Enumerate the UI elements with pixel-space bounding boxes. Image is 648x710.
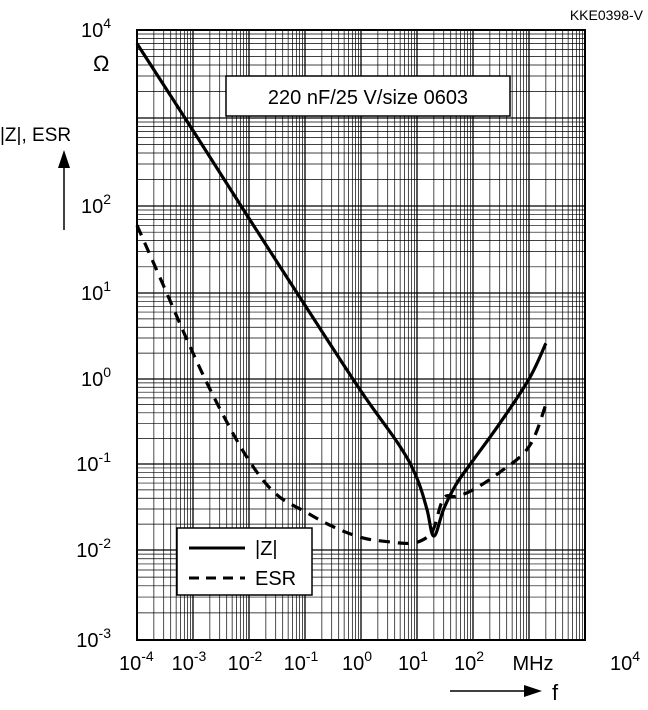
annotation-box xyxy=(225,75,511,117)
y-tick-label: 102 xyxy=(81,191,111,218)
x-tick-label: MHz xyxy=(512,653,553,675)
series-line-z xyxy=(135,42,548,538)
chart-code: KKE0398-V xyxy=(570,7,644,23)
x-tick-label: 10-4 xyxy=(119,648,154,675)
y-tick-label: 104 xyxy=(81,15,111,42)
legend: |Z| ESR xyxy=(176,527,313,596)
legend-box xyxy=(176,527,313,596)
legend-label-esr: ESR xyxy=(255,568,296,590)
x-axis-symbol: f xyxy=(552,680,559,705)
x-tick-label: 100 xyxy=(342,648,372,675)
series-layer xyxy=(135,42,548,546)
series-line-esr xyxy=(135,224,548,546)
x-tick-label: 101 xyxy=(398,648,428,675)
x-tick-label: 104 xyxy=(610,648,640,675)
y-tick-label: 101 xyxy=(81,278,111,305)
annotation-text: 220 nF/25 V/size 0603 xyxy=(268,87,468,109)
y-axis-labels: 104 102 101 100 10-1 10-2 10-3 xyxy=(76,15,111,652)
y-axis-label: |Z|, ESR xyxy=(0,125,71,146)
x-tick-label: 10-2 xyxy=(228,648,263,675)
x-axis-labels: 10-4 10-3 10-2 10-1 100 101 102 MHz 104 xyxy=(119,648,640,675)
x-tick-label: 10-1 xyxy=(284,648,319,675)
y-axis-arrow-head xyxy=(58,150,70,168)
x-axis-arrow-head xyxy=(524,685,542,697)
y-tick-label: 100 xyxy=(81,364,111,391)
legend-label-z: |Z| xyxy=(255,538,278,560)
y-tick-label: 10-3 xyxy=(76,625,111,652)
y-tick-label: 10-1 xyxy=(76,449,111,476)
x-tick-label: 102 xyxy=(454,648,484,675)
y-unit-label: Ω xyxy=(93,51,109,76)
x-tick-label: 10-3 xyxy=(172,648,207,675)
plot-frame xyxy=(136,29,586,641)
y-tick-label: 10-2 xyxy=(76,535,111,562)
